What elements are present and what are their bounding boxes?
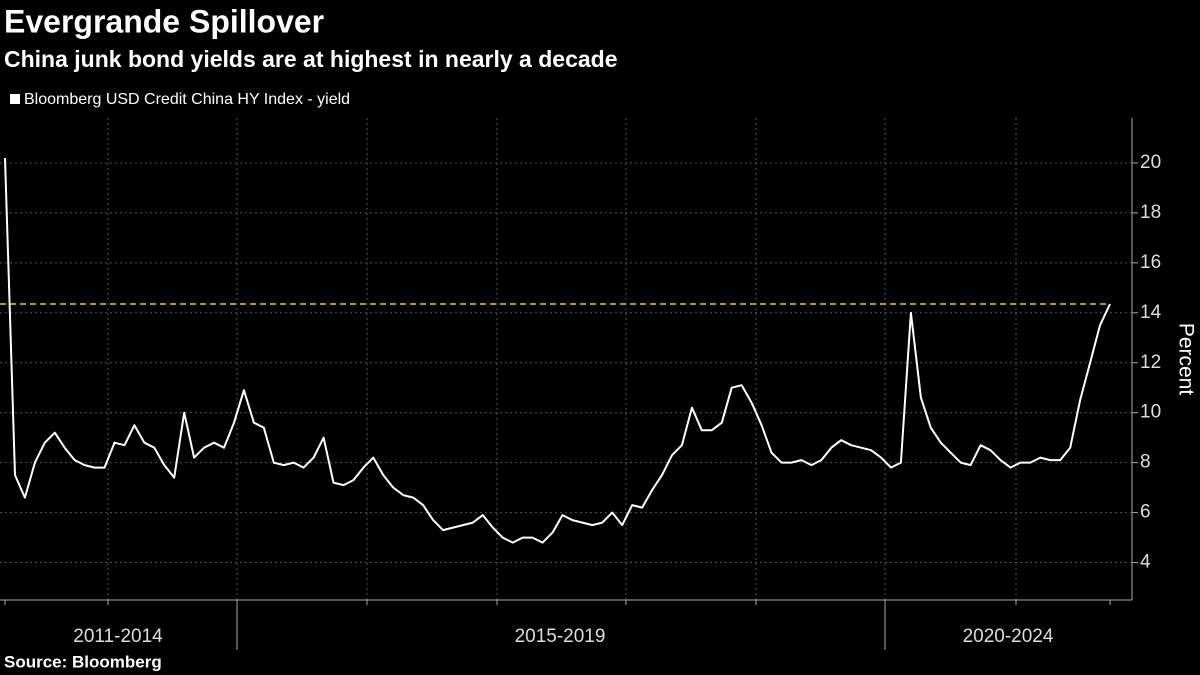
y-tick-label: 20: [1140, 152, 1161, 173]
y-tick-label: 10: [1140, 402, 1161, 423]
y-tick-label: 4: [1140, 552, 1151, 573]
y-axis-label: Percent: [1174, 323, 1197, 396]
x-group-label: 2011-2014: [73, 626, 163, 647]
y-tick-label: 6: [1140, 502, 1151, 523]
series-line: [4, 157, 1111, 544]
chart-subtitle: China junk bond yields are at highest in…: [4, 46, 618, 72]
source: Source: Bloomberg: [4, 652, 162, 671]
y-tick-label: 14: [1140, 302, 1162, 323]
chart-title: Evergrande Spillover: [4, 3, 324, 39]
y-tick-label: 12: [1140, 352, 1161, 373]
y-tick-label: 18: [1140, 202, 1161, 223]
y-tick-label: 16: [1140, 252, 1161, 273]
y-tick-label: 8: [1140, 452, 1151, 473]
x-group-label: 2020-2024: [963, 626, 1054, 647]
legend-swatch: [10, 94, 20, 104]
legend-label: Bloomberg USD Credit China HY Index - yi…: [24, 91, 350, 108]
x-group-label: 2015-2019: [515, 626, 606, 647]
